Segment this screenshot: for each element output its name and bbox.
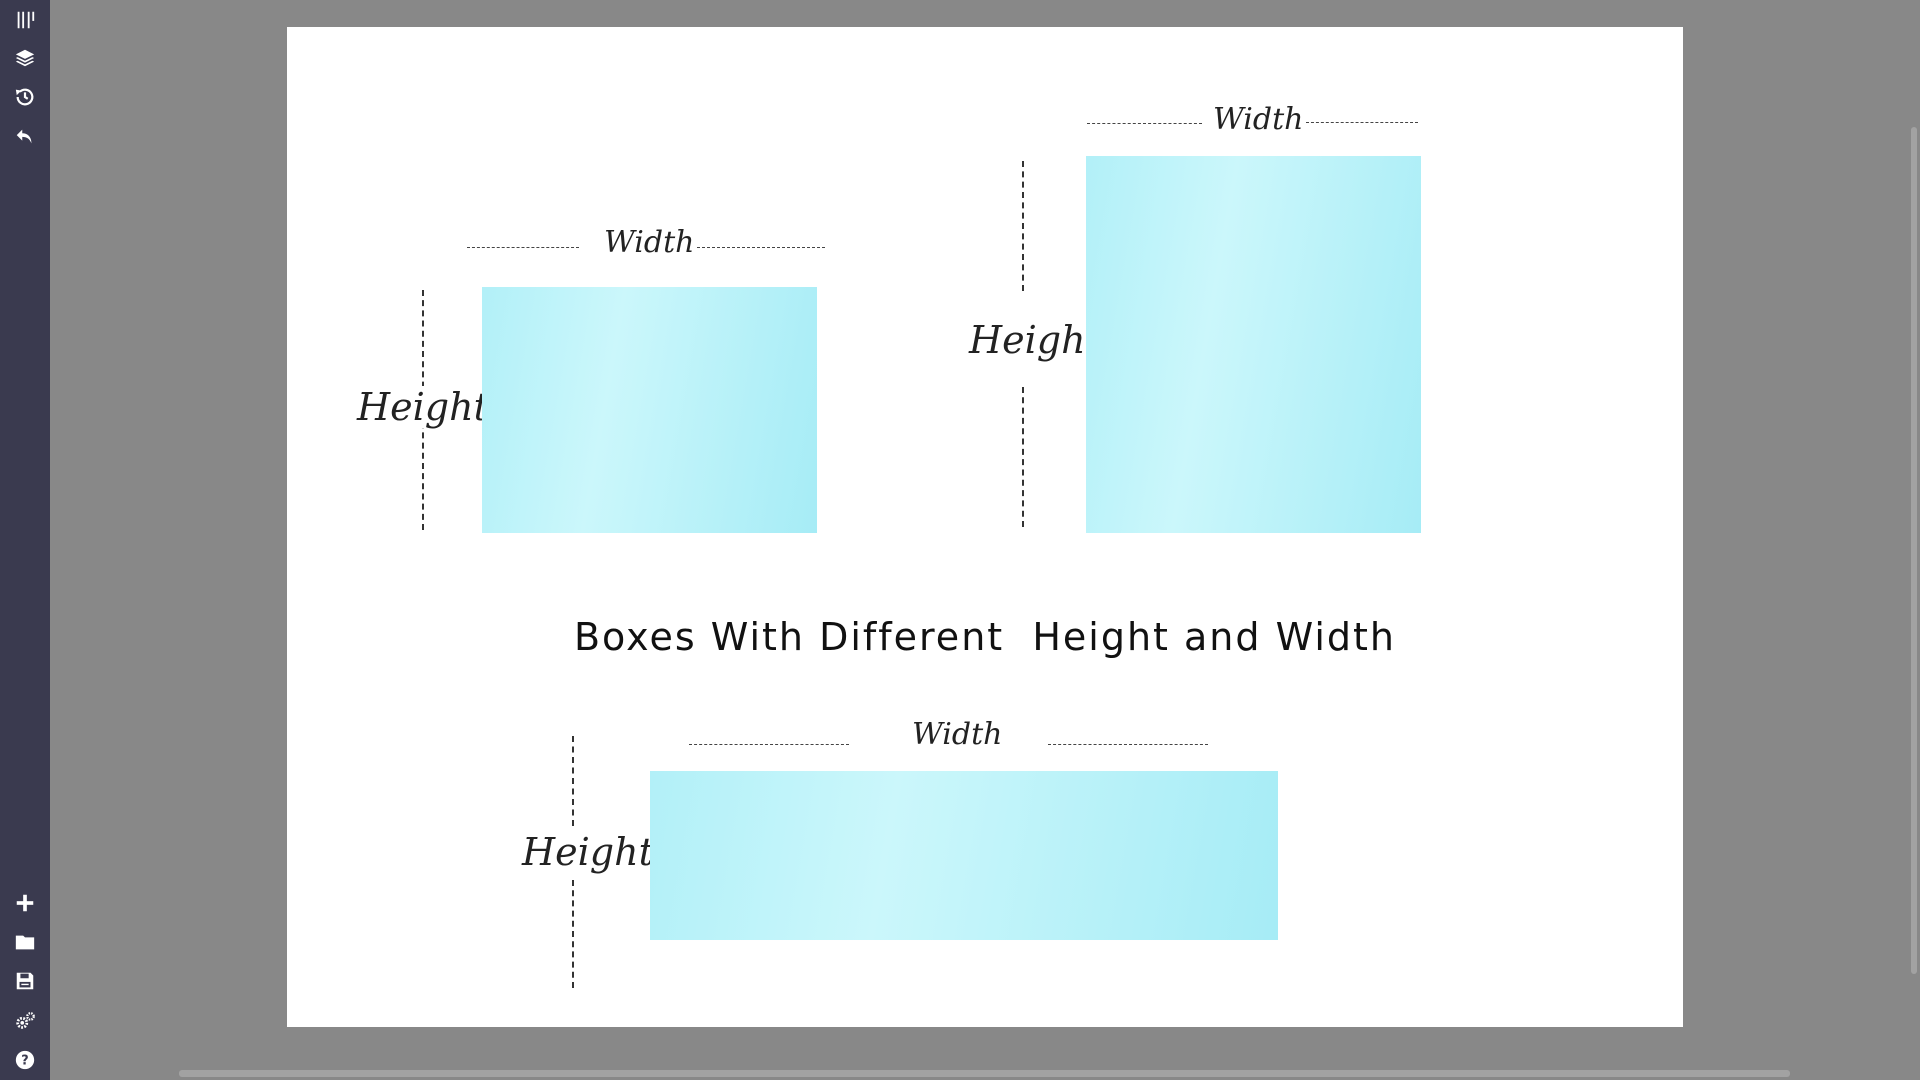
- box1-height-label: Height: [357, 385, 489, 429]
- settings-icon[interactable]: [0, 1003, 50, 1039]
- width-guide-right: [1306, 122, 1418, 123]
- help-icon[interactable]: ?: [0, 1042, 50, 1078]
- history-icon[interactable]: [0, 79, 50, 115]
- vertical-scrollbar[interactable]: [1911, 127, 1917, 974]
- width-guide-left: [1087, 123, 1202, 124]
- box-1[interactable]: [482, 287, 817, 533]
- height-guide: [572, 880, 574, 988]
- save-icon[interactable]: [0, 963, 50, 999]
- box2-height-label: Height: [969, 318, 1101, 362]
- height-guide: [1022, 161, 1024, 291]
- box2-width-label: Width: [1213, 102, 1304, 137]
- width-guide-right: [1048, 744, 1208, 745]
- width-guide-right: [697, 247, 825, 248]
- add-icon[interactable]: [0, 885, 50, 921]
- box-2[interactable]: [1086, 156, 1421, 533]
- horizontal-scrollbar[interactable]: [179, 1070, 1790, 1077]
- artboard[interactable]: Width Height Width Height Boxes With Dif…: [287, 27, 1683, 1027]
- left-toolbar: ?: [0, 0, 50, 1080]
- box1-width-label: Width: [604, 225, 695, 260]
- layers-icon[interactable]: [0, 40, 50, 76]
- height-guide: [1022, 387, 1024, 527]
- undo-icon[interactable]: [0, 118, 50, 154]
- width-guide-left: [467, 247, 579, 248]
- tools-icon[interactable]: [0, 2, 50, 38]
- folder-icon[interactable]: [0, 924, 50, 960]
- box-3[interactable]: [650, 771, 1278, 940]
- box3-width-label: Width: [912, 717, 1003, 752]
- canvas-headline: Boxes With Different Height and Width: [573, 615, 1396, 659]
- height-guide: [572, 736, 574, 826]
- box3-height-label: Height: [522, 830, 654, 874]
- svg-text:?: ?: [21, 1054, 28, 1069]
- width-guide-left: [689, 744, 849, 745]
